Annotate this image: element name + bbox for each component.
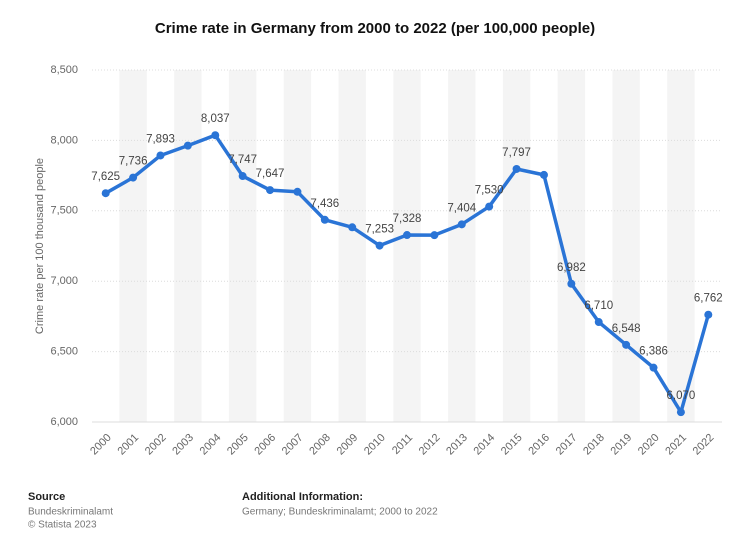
x-tick-label: 2010 — [362, 432, 388, 458]
value-label: 7,747 — [228, 154, 257, 166]
x-tick-label: 2001 — [115, 432, 141, 458]
x-tick-label: 2002 — [143, 432, 169, 458]
column-band — [174, 70, 202, 422]
x-tick-label: 2016 — [526, 432, 552, 458]
y-tick-label: 8,500 — [50, 64, 78, 76]
point — [375, 241, 384, 250]
value-label: 6,982 — [557, 262, 586, 274]
point — [266, 186, 275, 195]
value-label: 6,762 — [694, 293, 723, 305]
column-band — [393, 70, 421, 422]
column-band — [228, 70, 257, 422]
value-label: 6,070 — [667, 390, 696, 402]
x-tick-label: 2018 — [581, 432, 607, 458]
point — [129, 173, 138, 182]
point — [183, 141, 192, 150]
x-tick-label: 2019 — [609, 432, 635, 458]
y-tick-label: 6,500 — [50, 346, 78, 358]
point — [457, 220, 466, 229]
value-label: 6,548 — [612, 323, 641, 335]
column-band — [338, 70, 366, 422]
column-band — [502, 70, 531, 422]
y-axis-label: Crime rate per 100 thousand people — [34, 158, 46, 334]
x-tick-label: 2008 — [307, 432, 333, 458]
column-band — [612, 70, 640, 422]
point — [512, 164, 521, 173]
x-tick-label: 2012 — [417, 432, 443, 458]
info-title: Additional Information: — [242, 491, 363, 503]
source: Bundeskriminalamt — [28, 507, 113, 518]
y-tick-label: 8,000 — [50, 134, 78, 146]
point — [101, 189, 110, 198]
point — [676, 408, 685, 417]
point — [539, 170, 548, 179]
value-label: 7,328 — [393, 213, 422, 225]
y-tick-label: 6,000 — [50, 416, 78, 428]
point — [156, 151, 165, 160]
source-title: Source — [28, 491, 65, 503]
x-tick-label: 2011 — [390, 432, 415, 457]
x-tick-label: 2017 — [554, 432, 580, 458]
x-tick-label: 2020 — [636, 432, 662, 458]
point — [293, 187, 302, 196]
y-tick-label: 7,500 — [50, 205, 78, 217]
x-tick-label: 2013 — [444, 432, 470, 458]
value-label: 6,710 — [584, 300, 613, 312]
column-band — [119, 70, 147, 422]
value-label: 6,386 — [639, 346, 668, 358]
point — [211, 131, 220, 140]
value-label: 7,530 — [475, 185, 504, 197]
x-tick-label: 2021 — [663, 432, 689, 458]
column-band — [283, 70, 312, 422]
value-label: 8,037 — [201, 113, 230, 125]
point — [594, 318, 603, 327]
y-tick-label: 7,000 — [50, 275, 78, 287]
x-tick-label: 2006 — [252, 432, 278, 458]
column-band — [448, 70, 476, 422]
x-tick-label: 2015 — [499, 432, 525, 458]
point — [348, 223, 357, 232]
point — [320, 215, 329, 224]
point — [238, 172, 247, 181]
value-label: 7,647 — [256, 168, 285, 180]
point — [430, 231, 439, 240]
value-label: 7,404 — [447, 202, 476, 214]
chart-title: Crime rate in Germany from 2000 to 2022 … — [155, 20, 595, 37]
value-label: 7,436 — [310, 198, 339, 210]
copyright: © Statista 2023 — [28, 520, 97, 531]
point — [622, 340, 631, 349]
value-label: 7,797 — [502, 147, 531, 159]
point — [704, 310, 713, 319]
x-tick-label: 2022 — [691, 432, 717, 458]
x-tick-label: 2007 — [280, 432, 306, 458]
point — [403, 231, 411, 240]
value-label: 7,253 — [365, 224, 394, 236]
value-label: 7,893 — [146, 133, 175, 145]
x-tick-label: 2005 — [225, 432, 251, 458]
info: Germany; Bundeskriminalamt; 2000 to 2022 — [242, 507, 438, 518]
x-tick-label: 2009 — [335, 432, 361, 458]
x-tick-label: 2003 — [170, 432, 196, 458]
point — [485, 202, 494, 211]
point — [649, 363, 658, 372]
x-tick-label: 2004 — [198, 432, 224, 458]
value-label: 7,625 — [91, 171, 120, 183]
point — [567, 279, 576, 288]
x-tick-label: 2014 — [472, 432, 498, 458]
x-tick-label: 2000 — [88, 432, 114, 458]
value-label: 7,736 — [119, 156, 148, 168]
column-band — [667, 70, 695, 422]
